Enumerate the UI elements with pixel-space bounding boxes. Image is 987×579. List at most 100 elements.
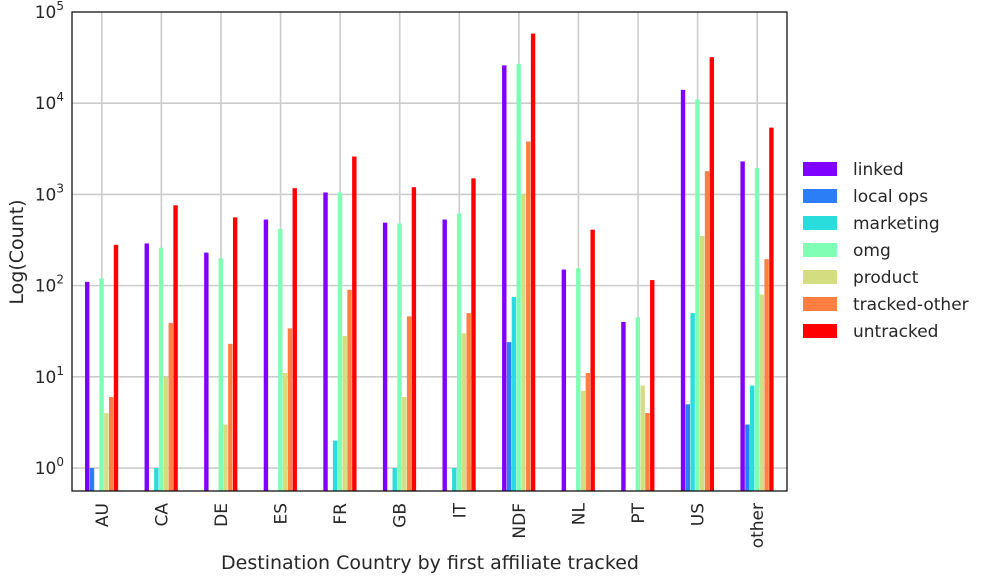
- legend-label-linked: linked: [853, 160, 904, 180]
- bar-untracked-es: [292, 188, 297, 491]
- bars: [84, 33, 774, 492]
- y-tick-label: 103: [35, 181, 64, 205]
- x-tick-label-gb: GB: [391, 503, 411, 528]
- bar-linked-de: [204, 252, 209, 491]
- bar-omg-it: [456, 213, 462, 491]
- bar-linked-us: [680, 89, 686, 491]
- bar-omg-us: [695, 99, 700, 492]
- bar-marketing-it: [452, 468, 457, 491]
- bar-omg-nl: [576, 268, 581, 491]
- bar-tracked-other-other: [764, 259, 769, 491]
- bar-linked-ca: [144, 243, 149, 491]
- legend-label-marketing: marketing: [853, 214, 940, 234]
- x-tick-label-de: DE: [212, 503, 232, 527]
- bar-tracked-other-pt: [645, 413, 650, 491]
- y-tick-label: 101: [35, 364, 64, 388]
- bar-marketing-us: [690, 313, 695, 491]
- x-tick-label-nl: NL: [569, 502, 589, 525]
- y-tick-label: 102: [35, 273, 64, 297]
- bar-linked-gb: [382, 222, 388, 492]
- bar-tracked-other-de: [228, 343, 233, 491]
- bar-untracked-ca: [173, 205, 178, 491]
- bar-product-pt: [640, 385, 645, 491]
- bar-tracked-other-es: [287, 328, 293, 491]
- bar-linked-other: [740, 161, 745, 492]
- x-tick-label-au: AU: [93, 503, 113, 527]
- bar-marketing-other: [750, 385, 755, 491]
- bar-marketing-fr: [332, 440, 338, 491]
- legend-label-untracked: untracked: [853, 322, 938, 342]
- y-tick-label: 104: [35, 90, 64, 114]
- bar-tracked-other-gb: [406, 316, 412, 491]
- bar-omg-pt: [635, 317, 641, 491]
- legend-swatch-omg: [803, 243, 837, 257]
- y-tick-label: 100: [35, 455, 64, 479]
- bar-product-ndf: [521, 194, 526, 491]
- bar-product-es: [282, 373, 288, 491]
- bar-untracked-nl: [590, 229, 595, 492]
- legend-swatch-linked: [803, 162, 837, 176]
- bar-untracked-fr: [352, 156, 357, 491]
- bar-local-ops-other: [745, 424, 750, 491]
- bar-product-de: [223, 424, 228, 491]
- bar-product-other: [759, 294, 765, 491]
- bar-tracked-other-fr: [347, 289, 352, 491]
- bar-tracked-other-us: [704, 171, 710, 491]
- bar-tracked-other-ndf: [526, 141, 531, 491]
- bar-marketing-gb: [392, 468, 397, 491]
- bar-omg-ndf: [516, 63, 521, 492]
- bar-product-nl: [580, 390, 586, 491]
- bar-product-gb: [402, 397, 407, 491]
- x-tick-label-fr: FR: [331, 503, 351, 525]
- bar-linked-pt: [621, 321, 626, 491]
- bar-local-ops-ndf: [506, 342, 512, 491]
- bar-tracked-other-ca: [168, 322, 173, 491]
- bar-linked-es: [263, 219, 269, 491]
- legend: linked local ops marketing omg product tracke…: [803, 160, 969, 342]
- x-tick-label-us: US: [689, 503, 709, 526]
- legend-label-tracked-other: tracked-other: [853, 295, 969, 315]
- bar-marketing-ndf: [511, 297, 517, 491]
- y-axis-ticks: 100 101 102 103 104 105: [35, 0, 64, 479]
- bar-untracked-other: [769, 127, 774, 492]
- y-tick-label: 105: [35, 0, 64, 23]
- legend-swatch-marketing: [803, 216, 837, 230]
- bar-local-ops-au: [89, 468, 95, 491]
- x-tick-label-ca: CA: [152, 503, 172, 527]
- legend-label-product: product: [853, 268, 919, 288]
- legend-swatch-local-ops: [803, 189, 837, 203]
- x-tick-label-ndf: NDF: [510, 503, 530, 539]
- bar-untracked-ndf: [530, 33, 536, 491]
- bar-tracked-other-it: [466, 313, 471, 491]
- bar-omg-other: [754, 167, 760, 491]
- x-tick-label-other: other: [748, 503, 768, 548]
- bar-linked-ndf: [502, 65, 507, 492]
- bar-product-it: [461, 333, 467, 491]
- x-tick-label-es: ES: [272, 503, 292, 525]
- bar-linked-nl: [561, 269, 567, 491]
- y-axis-label: Log(Count): [6, 199, 28, 304]
- bar-untracked-it: [471, 178, 476, 491]
- grid: [72, 12, 787, 491]
- x-tick-label-pt: PT: [629, 502, 649, 523]
- bar-product-fr: [342, 336, 347, 491]
- bar-linked-au: [84, 281, 90, 491]
- bar-untracked-us: [709, 57, 715, 491]
- x-axis-ticks: AU CA DE ES FR GB IT NDF NL PT US other: [93, 502, 768, 548]
- bar-omg-fr: [337, 192, 343, 492]
- bar-omg-ca: [158, 247, 164, 491]
- bar-untracked-au: [113, 244, 119, 491]
- legend-swatch-product: [803, 270, 837, 284]
- bar-untracked-de: [232, 217, 238, 491]
- bar-untracked-pt: [650, 280, 655, 491]
- bar-omg-au: [99, 278, 104, 491]
- x-axis-label: Destination Country by first affiliate t…: [221, 552, 639, 574]
- bar-local-ops-us: [685, 404, 691, 491]
- bar-omg-gb: [397, 223, 402, 492]
- x-tick-label-it: IT: [450, 502, 470, 518]
- legend-label-omg: omg: [853, 241, 891, 261]
- plot-frame: [71, 11, 788, 492]
- bar-product-us: [700, 236, 705, 491]
